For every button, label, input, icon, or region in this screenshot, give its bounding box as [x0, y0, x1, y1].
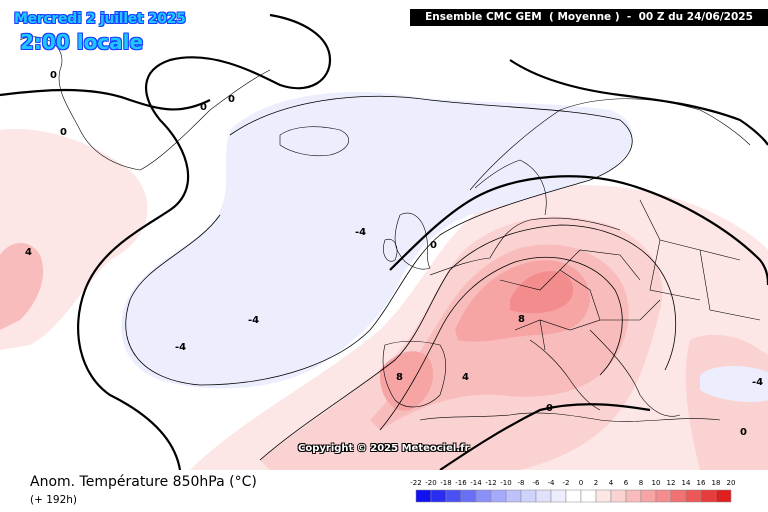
scale-swatch	[505, 489, 522, 503]
scale-swatch	[520, 489, 537, 503]
isotherm-label: -4	[175, 342, 186, 353]
scale-swatch	[715, 489, 732, 503]
warm-field-iberia	[379, 351, 434, 411]
scale-swatch	[535, 489, 552, 503]
scale-tick-label: -14	[470, 479, 482, 487]
scale-swatch	[655, 489, 672, 503]
scale-swatch	[640, 489, 657, 503]
isotherm-label: 0	[228, 94, 235, 105]
scale-tick-label: 14	[682, 479, 691, 487]
warm-field-europe-peak	[510, 271, 574, 314]
map-canvas: 0 0 0 0 0 -4 -4 -4 -4 4 4 8 8 0 0	[0, 13, 768, 470]
isotherm-label: 0	[60, 127, 67, 138]
coast-continent	[429, 217, 621, 276]
scale-tick-label: -16	[455, 479, 467, 487]
scale-tick-label: -22	[410, 479, 421, 487]
isotherm-labels: 0 0 0 0 0 -4 -4 -4 -4 4 4 8 8 0 0	[25, 70, 763, 438]
scale-tick-label: 10	[652, 479, 661, 487]
scale-swatch	[445, 489, 462, 503]
coast-balkans	[589, 329, 681, 417]
isotherm-label: 4	[462, 372, 469, 383]
scale-swatch	[460, 489, 477, 503]
cold-field-north-atlantic	[121, 91, 633, 389]
forecast-hour: (+ 192h)	[30, 494, 78, 506]
isotherm-zero-main	[77, 13, 332, 470]
isotherm-warm-2	[379, 256, 623, 431]
isotherm-label: -4	[355, 227, 366, 238]
isotherm-zero-south	[439, 403, 651, 470]
isotherm-label: -4	[752, 377, 763, 388]
scale-tick-label: 18	[712, 479, 721, 487]
coast-north-africa	[419, 412, 721, 422]
scale-tick-label: -18	[440, 479, 451, 487]
borders-central-europe	[499, 249, 661, 351]
scale-swatch	[610, 489, 627, 503]
isotherm-label: -4	[248, 315, 259, 326]
warm-field-east	[685, 334, 768, 470]
coast-ireland	[383, 238, 398, 262]
forecast-date: Mercredi 2 juillet 2025	[14, 11, 186, 27]
scale-swatch	[565, 489, 582, 503]
scale-tick-label: 2	[594, 479, 598, 487]
scale-tick-label: -4	[548, 479, 556, 487]
scale-swatch	[475, 489, 492, 503]
scale-tick-label: -12	[485, 479, 496, 487]
isotherm-label: 0	[546, 403, 553, 414]
scale-tick-label: 8	[639, 479, 643, 487]
isotherm-label: 0	[430, 240, 437, 251]
scale-swatch	[685, 489, 702, 503]
coast-iberia	[382, 340, 447, 408]
scale-tick-label: 12	[667, 479, 676, 487]
scale-swatch	[700, 489, 717, 503]
scale-swatch	[580, 489, 597, 503]
borders-east-europe	[639, 199, 761, 321]
cold-anomaly-fields	[121, 91, 768, 402]
scale-swatch	[490, 489, 507, 503]
isotherm-label: 8	[396, 372, 403, 383]
color-scale-legend: -22 -20 -18 -16 -14 -12 -10 -8 -6 -4 -2 0 2 4 6 8 10 12 14…	[410, 479, 735, 503]
scale-tick-label: 20	[727, 479, 736, 487]
scale-tick-label: -10	[500, 479, 511, 487]
parameter-title: Anom. Température 850hPa (°C)	[30, 474, 257, 490]
coast-iceland	[279, 126, 349, 157]
anomaly-map: 0 0 0 0 0 -4 -4 -4 -4 4 4 8 8 0 0 Mercre…	[0, 9, 768, 470]
scale-swatch	[670, 489, 687, 503]
scale-tick-label: 6	[624, 479, 629, 487]
scale-swatch	[415, 489, 432, 503]
isotherm-cold-1	[125, 95, 633, 386]
isotherm-label: 8	[518, 314, 525, 325]
coast-norway	[474, 159, 547, 216]
isotherms	[0, 13, 768, 470]
scale-tick-labels: -22 -20 -18 -16 -14 -12 -10 -8 -6 -4 -2 0 2 4 6 8 10 12 14…	[410, 479, 735, 487]
isotherm-label: 0	[50, 70, 57, 81]
scale-swatch	[595, 489, 612, 503]
copyright-notice: Copyright © 2025 Meteociel.fr	[298, 443, 470, 454]
scale-swatch	[550, 489, 567, 503]
isotherm-zero-east	[389, 175, 768, 286]
scale-tick-label: -2	[563, 479, 570, 487]
scale-tick-label: 16	[697, 479, 706, 487]
isotherm-zero-north	[509, 59, 768, 146]
isotherm-label: 0	[740, 427, 747, 438]
warm-field-greenland-coast	[0, 242, 44, 330]
scale-tick-label: 0	[579, 479, 583, 487]
scale-tick-label: -6	[533, 479, 541, 487]
cold-field-east	[700, 366, 768, 402]
model-run-banner: Ensemble CMC GEM ( Moyenne ) - 00 Z du 2…	[410, 9, 768, 26]
isotherm-label: 4	[25, 247, 32, 258]
isotherm-label: 0	[200, 102, 207, 113]
scale-swatch	[625, 489, 642, 503]
scale-swatch	[430, 489, 447, 503]
warm-anomaly-fields	[0, 129, 768, 470]
coastlines	[19, 36, 761, 422]
scale-tick-label: -20	[425, 479, 436, 487]
scale-swatches	[415, 489, 732, 503]
scale-tick-label: 4	[609, 479, 614, 487]
coast-scandinavia	[469, 98, 751, 191]
forecast-time: 2:00 locale	[20, 30, 144, 54]
isotherm-warm-1	[259, 224, 677, 461]
isotherm-zero-greenland	[0, 88, 211, 111]
scale-tick-label: -8	[518, 479, 525, 487]
